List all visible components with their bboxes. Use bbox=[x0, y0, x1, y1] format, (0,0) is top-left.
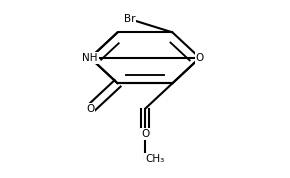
Text: O: O bbox=[86, 104, 94, 114]
Text: O: O bbox=[141, 129, 149, 139]
Text: O: O bbox=[196, 53, 204, 63]
Text: NH: NH bbox=[82, 53, 98, 63]
Text: CH₃: CH₃ bbox=[145, 154, 164, 164]
Text: O: O bbox=[141, 129, 149, 139]
Text: Br: Br bbox=[124, 14, 135, 24]
